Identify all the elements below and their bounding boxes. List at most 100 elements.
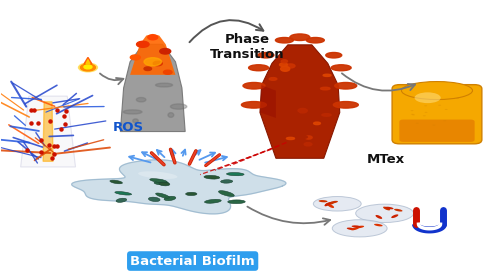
Ellipse shape xyxy=(383,207,390,210)
Ellipse shape xyxy=(376,215,382,219)
Ellipse shape xyxy=(444,120,446,121)
Ellipse shape xyxy=(282,69,290,71)
Ellipse shape xyxy=(328,204,334,208)
FancyBboxPatch shape xyxy=(392,85,482,144)
Ellipse shape xyxy=(304,143,312,146)
Ellipse shape xyxy=(347,228,356,230)
Ellipse shape xyxy=(78,63,98,72)
Ellipse shape xyxy=(144,67,152,70)
Ellipse shape xyxy=(130,55,140,60)
Ellipse shape xyxy=(258,53,274,58)
Ellipse shape xyxy=(286,64,295,68)
Ellipse shape xyxy=(242,102,266,108)
Ellipse shape xyxy=(326,53,342,58)
Ellipse shape xyxy=(352,225,360,228)
Ellipse shape xyxy=(243,82,265,89)
Ellipse shape xyxy=(220,180,232,183)
Ellipse shape xyxy=(323,74,331,76)
Ellipse shape xyxy=(280,63,287,67)
Ellipse shape xyxy=(204,175,220,179)
Ellipse shape xyxy=(394,209,402,212)
Polygon shape xyxy=(260,45,340,158)
Ellipse shape xyxy=(438,105,441,106)
Ellipse shape xyxy=(414,92,440,103)
Ellipse shape xyxy=(132,119,138,123)
Ellipse shape xyxy=(306,103,314,108)
Ellipse shape xyxy=(324,202,331,206)
Ellipse shape xyxy=(154,61,162,66)
Ellipse shape xyxy=(416,123,419,124)
Text: ROS: ROS xyxy=(112,121,144,134)
Ellipse shape xyxy=(298,109,307,113)
Ellipse shape xyxy=(281,60,287,63)
Ellipse shape xyxy=(306,38,324,43)
Ellipse shape xyxy=(290,34,310,41)
Ellipse shape xyxy=(204,199,221,203)
Ellipse shape xyxy=(160,48,170,54)
Ellipse shape xyxy=(286,137,294,139)
Ellipse shape xyxy=(298,136,308,138)
Ellipse shape xyxy=(297,131,302,136)
Ellipse shape xyxy=(423,115,426,116)
Ellipse shape xyxy=(322,114,331,116)
Ellipse shape xyxy=(226,173,244,176)
Ellipse shape xyxy=(356,226,364,228)
Ellipse shape xyxy=(410,110,414,111)
Ellipse shape xyxy=(293,112,298,116)
FancyBboxPatch shape xyxy=(400,119,474,142)
Text: MTex: MTex xyxy=(367,153,406,166)
Ellipse shape xyxy=(432,125,436,126)
Ellipse shape xyxy=(144,58,162,66)
Polygon shape xyxy=(86,59,90,64)
Polygon shape xyxy=(260,85,276,118)
Ellipse shape xyxy=(276,38,293,43)
Ellipse shape xyxy=(80,64,96,71)
Ellipse shape xyxy=(320,87,330,90)
Ellipse shape xyxy=(150,179,167,183)
Ellipse shape xyxy=(269,78,277,80)
Polygon shape xyxy=(20,96,76,167)
Ellipse shape xyxy=(456,98,459,99)
Ellipse shape xyxy=(148,197,160,201)
Ellipse shape xyxy=(170,104,187,109)
Ellipse shape xyxy=(385,207,394,209)
Ellipse shape xyxy=(424,112,428,113)
Ellipse shape xyxy=(136,41,149,47)
Ellipse shape xyxy=(326,202,334,205)
Ellipse shape xyxy=(314,196,361,211)
Polygon shape xyxy=(120,44,185,132)
Ellipse shape xyxy=(154,181,168,185)
Ellipse shape xyxy=(411,114,414,115)
Polygon shape xyxy=(43,102,53,161)
Ellipse shape xyxy=(164,70,172,74)
Ellipse shape xyxy=(424,105,427,106)
Ellipse shape xyxy=(412,114,415,115)
Ellipse shape xyxy=(110,180,122,184)
Ellipse shape xyxy=(228,200,245,204)
Ellipse shape xyxy=(186,192,197,196)
Ellipse shape xyxy=(168,113,174,117)
Ellipse shape xyxy=(156,193,170,198)
Ellipse shape xyxy=(314,122,320,125)
Ellipse shape xyxy=(248,65,268,71)
Ellipse shape xyxy=(332,220,387,237)
Ellipse shape xyxy=(356,204,414,222)
Ellipse shape xyxy=(159,182,170,186)
Ellipse shape xyxy=(330,201,338,204)
Ellipse shape xyxy=(124,110,142,114)
Ellipse shape xyxy=(334,102,358,108)
Ellipse shape xyxy=(331,65,351,71)
Ellipse shape xyxy=(156,83,172,87)
Ellipse shape xyxy=(402,82,472,99)
Ellipse shape xyxy=(84,65,92,69)
Ellipse shape xyxy=(374,224,382,226)
Ellipse shape xyxy=(305,136,312,139)
Ellipse shape xyxy=(444,109,448,110)
Polygon shape xyxy=(130,34,176,75)
Ellipse shape xyxy=(391,214,398,218)
Polygon shape xyxy=(84,57,92,64)
Ellipse shape xyxy=(280,66,289,71)
Ellipse shape xyxy=(116,198,126,202)
Text: Bacterial Biofilm: Bacterial Biofilm xyxy=(130,255,255,267)
Ellipse shape xyxy=(148,35,158,40)
